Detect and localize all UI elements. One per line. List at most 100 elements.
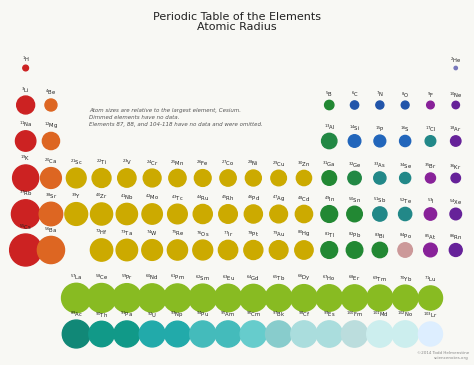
- Circle shape: [164, 284, 191, 312]
- Circle shape: [374, 135, 386, 147]
- Text: $^{82}$Pb: $^{82}$Pb: [348, 231, 361, 240]
- Text: $^{55}$Cs: $^{55}$Cs: [19, 223, 32, 233]
- Circle shape: [244, 241, 263, 260]
- Circle shape: [271, 170, 286, 186]
- Text: $^{92}$U: $^{92}$U: [147, 310, 157, 320]
- Circle shape: [291, 285, 317, 311]
- Text: $^{14}$Si: $^{14}$Si: [349, 124, 360, 133]
- Text: $^{71}$Lu: $^{71}$Lu: [424, 275, 437, 284]
- Circle shape: [66, 168, 86, 188]
- Circle shape: [39, 202, 63, 226]
- Text: $^{60}$Nd: $^{60}$Nd: [146, 273, 159, 282]
- Circle shape: [240, 284, 267, 312]
- Circle shape: [116, 203, 137, 224]
- Text: Atom sizes are relative to the largest element, Cesium.
Dimmed elements have no : Atom sizes are relative to the largest e…: [89, 108, 263, 127]
- Text: $^{101}$Md: $^{101}$Md: [372, 310, 388, 319]
- Text: $^{98}$Cf: $^{98}$Cf: [298, 310, 310, 319]
- Text: Atomic Radius: Atomic Radius: [197, 22, 277, 32]
- Text: $^{80}$Hg: $^{80}$Hg: [297, 229, 311, 239]
- Text: $^{46}$Pd: $^{46}$Pd: [247, 194, 260, 203]
- Text: $^{64}$Gd: $^{64}$Gd: [246, 273, 260, 283]
- Text: $^{26}$Fe: $^{26}$Fe: [196, 159, 209, 168]
- Text: $^{31}$Ga: $^{31}$Ga: [322, 160, 336, 169]
- Text: $^{36}$Kr: $^{36}$Kr: [449, 162, 462, 172]
- Text: $^{6}$C: $^{6}$C: [351, 90, 358, 99]
- Circle shape: [325, 100, 334, 110]
- Text: $^{67}$Ho: $^{67}$Ho: [322, 274, 336, 283]
- Circle shape: [65, 203, 88, 225]
- Circle shape: [169, 169, 186, 187]
- Text: $^{9}$F: $^{9}$F: [427, 91, 434, 100]
- Circle shape: [17, 96, 35, 114]
- Text: $^{43}$Tc: $^{43}$Tc: [171, 193, 184, 203]
- Text: $^{103}$Lr: $^{103}$Lr: [423, 311, 438, 320]
- Circle shape: [116, 239, 137, 261]
- Text: $^{30}$Zn: $^{30}$Zn: [297, 160, 310, 169]
- Text: $^{1}$H: $^{1}$H: [22, 54, 29, 64]
- Circle shape: [451, 173, 460, 183]
- Circle shape: [244, 205, 263, 223]
- Circle shape: [11, 200, 40, 228]
- Circle shape: [246, 170, 261, 186]
- Text: $^{34}$Se: $^{34}$Se: [399, 162, 412, 171]
- Circle shape: [350, 101, 359, 109]
- Text: $^{74}$W: $^{74}$W: [146, 229, 158, 238]
- Circle shape: [193, 240, 213, 260]
- Text: $^{77}$Ir: $^{77}$Ir: [223, 230, 233, 239]
- Text: $^{51}$Sb: $^{51}$Sb: [373, 196, 386, 205]
- Circle shape: [400, 173, 410, 184]
- Circle shape: [193, 204, 212, 223]
- Circle shape: [167, 240, 188, 260]
- Circle shape: [372, 242, 388, 258]
- Circle shape: [9, 234, 42, 266]
- Circle shape: [215, 321, 241, 347]
- Text: $^{24}$Cr: $^{24}$Cr: [146, 158, 158, 168]
- Text: $^{38}$Sr: $^{38}$Sr: [45, 191, 57, 201]
- Text: $^{7}$N: $^{7}$N: [376, 90, 384, 100]
- Text: $^{56}$Ba: $^{56}$Ba: [44, 226, 58, 235]
- Circle shape: [341, 285, 368, 311]
- Text: $^{18}$Ar: $^{18}$Ar: [449, 125, 462, 134]
- Circle shape: [367, 285, 393, 311]
- Text: $^{62}$Sm: $^{62}$Sm: [195, 273, 210, 283]
- Circle shape: [321, 205, 337, 222]
- Circle shape: [374, 172, 386, 184]
- Text: $^{79}$Au: $^{79}$Au: [272, 230, 285, 239]
- Circle shape: [367, 321, 393, 347]
- Circle shape: [392, 285, 418, 311]
- Circle shape: [398, 243, 412, 257]
- Text: $^{93}$Np: $^{93}$Np: [171, 310, 184, 320]
- Circle shape: [42, 132, 60, 150]
- Text: $^{20}$Ca: $^{20}$Ca: [44, 157, 58, 166]
- Text: $^{10}$Ne: $^{10}$Ne: [449, 91, 463, 100]
- Circle shape: [118, 169, 136, 187]
- Circle shape: [143, 169, 161, 187]
- Text: $^{54}$Xe: $^{54}$Xe: [449, 197, 463, 207]
- Text: $^{95}$Am: $^{95}$Am: [220, 310, 236, 319]
- Text: $^{23}$V: $^{23}$V: [122, 158, 132, 167]
- Circle shape: [425, 136, 436, 146]
- Circle shape: [321, 242, 337, 258]
- Circle shape: [425, 173, 436, 183]
- Circle shape: [142, 240, 163, 260]
- Circle shape: [424, 208, 437, 220]
- Circle shape: [348, 171, 361, 185]
- Text: $^{41}$Nb: $^{41}$Nb: [120, 193, 134, 202]
- Circle shape: [450, 208, 462, 220]
- Circle shape: [13, 165, 39, 191]
- Circle shape: [424, 243, 438, 257]
- Text: $^{73}$Ta: $^{73}$Ta: [120, 228, 133, 238]
- Circle shape: [168, 204, 187, 224]
- Circle shape: [194, 170, 211, 187]
- Circle shape: [392, 321, 418, 347]
- Circle shape: [265, 321, 292, 347]
- Circle shape: [89, 321, 114, 347]
- Circle shape: [189, 284, 217, 312]
- Circle shape: [376, 101, 384, 109]
- Circle shape: [316, 321, 342, 347]
- Circle shape: [190, 321, 216, 347]
- Circle shape: [164, 321, 190, 347]
- Circle shape: [295, 241, 313, 259]
- Text: $^{21}$Sc: $^{21}$Sc: [70, 157, 82, 166]
- Circle shape: [270, 205, 288, 223]
